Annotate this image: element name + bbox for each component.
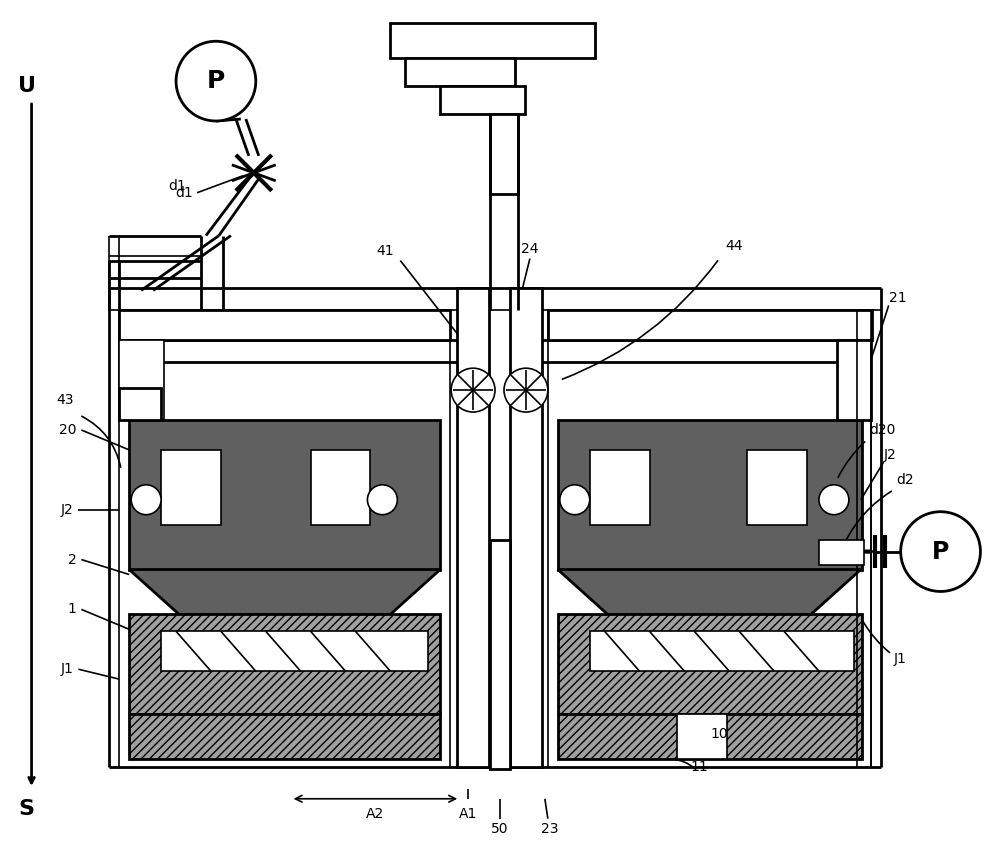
- Bar: [129, 420, 440, 570]
- Bar: [490, 114, 518, 194]
- Circle shape: [504, 368, 548, 412]
- Text: P: P: [932, 540, 949, 564]
- Text: 50: 50: [491, 822, 509, 836]
- Text: J1: J1: [61, 662, 73, 677]
- Text: 24: 24: [521, 241, 539, 256]
- Bar: [747, 450, 807, 524]
- Bar: [548, 310, 872, 340]
- Bar: [558, 615, 862, 714]
- Text: 20: 20: [59, 423, 76, 437]
- Text: P: P: [207, 69, 225, 94]
- Bar: [440, 86, 525, 114]
- Circle shape: [901, 512, 980, 592]
- Text: 21: 21: [889, 292, 906, 305]
- Bar: [161, 632, 428, 672]
- Text: J2: J2: [884, 448, 896, 462]
- Bar: [490, 540, 510, 769]
- Bar: [119, 310, 450, 340]
- Bar: [457, 288, 489, 767]
- Text: 10: 10: [710, 727, 728, 741]
- Bar: [119, 388, 161, 420]
- Polygon shape: [558, 570, 861, 615]
- Circle shape: [131, 484, 161, 515]
- Text: d1: d1: [175, 186, 193, 200]
- Text: 41: 41: [377, 244, 394, 258]
- Text: A1: A1: [459, 807, 477, 821]
- Text: U: U: [18, 76, 36, 96]
- Text: d2: d2: [897, 473, 914, 487]
- Circle shape: [819, 484, 849, 515]
- Bar: [590, 632, 854, 672]
- Circle shape: [176, 42, 256, 121]
- Bar: [161, 450, 221, 524]
- Text: J1: J1: [894, 652, 907, 666]
- Text: 1: 1: [68, 603, 76, 616]
- Text: 23: 23: [541, 822, 559, 836]
- Polygon shape: [129, 570, 440, 615]
- Bar: [129, 615, 440, 714]
- Text: A2: A2: [366, 807, 385, 821]
- Bar: [558, 420, 862, 570]
- Circle shape: [451, 368, 495, 412]
- Bar: [590, 450, 650, 524]
- Circle shape: [367, 484, 397, 515]
- Bar: [819, 540, 864, 564]
- Bar: [129, 714, 440, 759]
- Bar: [390, 23, 595, 58]
- Bar: [510, 288, 542, 767]
- Bar: [311, 450, 370, 524]
- Bar: [558, 714, 862, 759]
- Bar: [677, 714, 727, 759]
- Text: 2: 2: [68, 552, 76, 567]
- Circle shape: [560, 484, 590, 515]
- Text: 44: 44: [725, 239, 743, 252]
- Text: d20: d20: [869, 423, 895, 437]
- Bar: [837, 340, 871, 420]
- Text: 43: 43: [56, 393, 73, 407]
- Text: 11: 11: [690, 760, 708, 774]
- Bar: [119, 340, 164, 420]
- Bar: [405, 58, 515, 86]
- Text: d1: d1: [168, 178, 186, 193]
- Text: J2: J2: [61, 502, 73, 517]
- Text: S: S: [19, 799, 35, 819]
